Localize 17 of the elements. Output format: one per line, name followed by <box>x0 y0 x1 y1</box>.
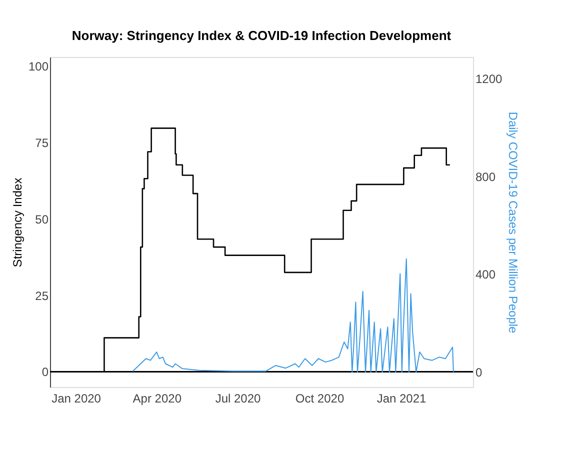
y-axis-title: Stringency Index <box>10 178 24 268</box>
y2-tick-label: 0 <box>476 366 482 380</box>
y-tick-label: 25 <box>35 288 49 303</box>
chart-title: Norway: Stringency Index & COVID-19 Infection Development <box>72 28 452 43</box>
x-tick-label: Oct 2020 <box>295 392 344 406</box>
y-tick-label: 75 <box>35 136 49 150</box>
y-tick-label: 50 <box>35 212 49 226</box>
x-tick-label: Apr 2020 <box>132 392 182 406</box>
y-tick-label: 100 <box>28 60 49 74</box>
x-tick-label: Jan 2020 <box>52 392 102 406</box>
x-tick-label: Jan 2021 <box>376 392 427 406</box>
x-tick-label: Jul 2020 <box>215 392 262 406</box>
y2-tick-label: 1200 <box>476 72 503 86</box>
y2-tick-label: 800 <box>476 170 496 184</box>
y2-tick-label: 400 <box>476 268 496 282</box>
y2-axis-title: Daily COVID-19 Cases per Million People <box>506 112 520 334</box>
y-tick-label: 0 <box>42 365 49 380</box>
